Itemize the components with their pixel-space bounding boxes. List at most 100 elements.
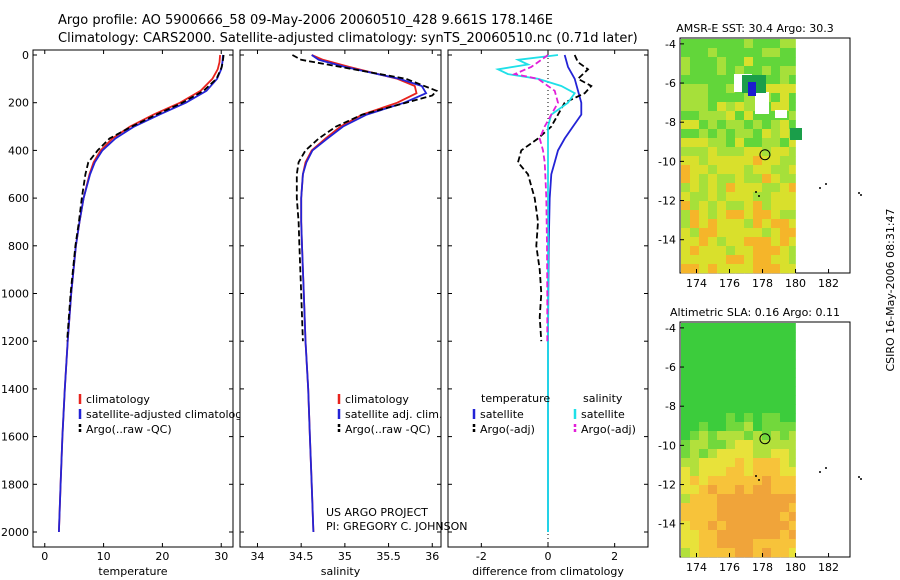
sst_map-cell (699, 246, 709, 256)
sla_map-cell (753, 548, 763, 558)
sst_map-cell (699, 165, 709, 175)
sla_map-cell (699, 431, 709, 441)
sst_map-cell (762, 156, 772, 166)
sst_map-cell (789, 75, 796, 85)
sla_map-cell (681, 440, 691, 450)
difference-series-temperature-argo-adj- (517, 54, 593, 342)
sla_map-cell (726, 332, 736, 342)
sst_map-cell (699, 219, 709, 229)
sst_map-cell (735, 57, 745, 67)
sst_map-island-dot (758, 195, 760, 197)
sst_map-cell (717, 57, 727, 67)
sst_map-cell (708, 210, 718, 220)
sst_map-cell (681, 201, 691, 211)
sst_map-cell (744, 174, 754, 184)
sla_map-cell (699, 368, 709, 378)
sst_map-cell (726, 120, 736, 130)
sla_map-cell (699, 476, 709, 486)
salinity-xlabel: salinity (321, 565, 361, 578)
sla_map-cell (708, 341, 718, 351)
difference-xtick-label: 0 (545, 550, 552, 563)
sla_map-cell (708, 503, 718, 513)
sst_map-cell (726, 183, 736, 193)
sst_map-cell (681, 129, 691, 139)
sla_map-cell (717, 494, 727, 504)
sst_map-cell (690, 57, 700, 67)
sst_map-cell (789, 39, 796, 49)
sla_map-cell (753, 530, 763, 540)
sla_map-cell (744, 512, 754, 522)
sst_map-cell (699, 255, 709, 265)
sla_map-cell (699, 323, 709, 333)
sla_map-cell (789, 539, 796, 549)
sst_map-cell (780, 237, 790, 247)
sst_map-cell (780, 165, 790, 175)
sst_map-cell (690, 111, 700, 121)
sst_map-cell (735, 129, 745, 139)
sst_map-cell (771, 84, 781, 94)
sla_map-cell (708, 395, 718, 405)
depth-tick-label: 1800 (1, 478, 29, 491)
sst_map-cell (681, 66, 691, 76)
sla_map-cell (735, 386, 745, 396)
sla_map-cell (690, 440, 700, 450)
salinity-xtick-label: 35 (338, 550, 352, 563)
sst_map-cell (762, 210, 772, 220)
sst_map-cell (789, 84, 796, 94)
sla_map-cell (744, 395, 754, 405)
sla_map-cell (690, 494, 700, 504)
sla_map-cell (699, 350, 709, 360)
sst_map-cell (717, 264, 727, 274)
sst-cold-patch (748, 82, 756, 96)
depth-tick-label: 1200 (1, 335, 29, 348)
temperature-panel: 0 200 400 600 800 1000 1200 1400 1600 1800 2000 0 10… (1, 49, 249, 578)
sst_map-cell (744, 246, 754, 256)
sla_map-island-dot (858, 476, 860, 478)
depth-tick-label: 600 (8, 192, 29, 205)
sla_map-cell (681, 503, 691, 513)
sst_map-cell (762, 66, 772, 76)
sst_map-cell (753, 237, 763, 247)
header-line1: Argo profile: AO 5900666_58 09-May-2006 … (58, 13, 553, 28)
sla_map-cell (708, 548, 718, 558)
salinity-series-argo-raw-qc- (291, 54, 439, 342)
sst_map-cell (753, 120, 763, 130)
sla_map-cell (753, 350, 763, 360)
sst_map-cell (726, 165, 736, 175)
sst_map-cell (717, 201, 727, 211)
sst_map-cell (789, 192, 796, 202)
sla_map-cell (717, 539, 727, 549)
sst_map-cell (744, 237, 754, 247)
temperature-series-satellite-adjusted-climatology (58, 54, 224, 533)
sla_map-cell (699, 521, 709, 531)
sst_map-cell (762, 147, 772, 157)
sst_map-cell (681, 210, 691, 220)
sst_map-cell (789, 228, 796, 238)
sst_map-cell (690, 246, 700, 256)
sla_map-cell (699, 503, 709, 513)
sla_map-cell (699, 494, 709, 504)
sla_map-cell (717, 503, 727, 513)
sla_map-cell (726, 494, 736, 504)
sla_map-cell (744, 476, 754, 486)
sla_map-cell (762, 449, 772, 459)
sla_map-xtick-label: 174 (686, 561, 707, 574)
sla_map-cell (771, 332, 781, 342)
sla_map-cell (762, 512, 772, 522)
sla-map-panel: Altimetric SLA: 0.16 Argo: 0.11 174 176 178… (658, 306, 862, 574)
sla_map-cell (744, 413, 754, 423)
sla_map-cell (753, 341, 763, 351)
sst_map-cell (690, 192, 700, 202)
sst_map-ytick-label: -4 (665, 38, 676, 51)
sst_map-cell (744, 39, 754, 49)
sla_map-cell (780, 539, 790, 549)
sla_map-cell (735, 512, 745, 522)
sla_map-cell (753, 503, 763, 513)
sst_map-cell (780, 156, 790, 166)
sla_map-cell (744, 422, 754, 432)
sst_map-cell (744, 111, 754, 121)
difference-xlabel: difference from climatology (472, 565, 624, 578)
sla_map-cell (744, 431, 754, 441)
sla_map-cell (735, 467, 745, 477)
sla_map-cell (690, 449, 700, 459)
